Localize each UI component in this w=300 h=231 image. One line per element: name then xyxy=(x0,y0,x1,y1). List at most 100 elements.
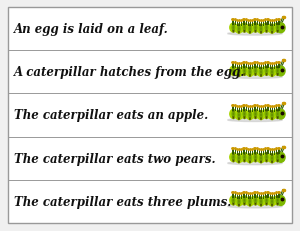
Ellipse shape xyxy=(241,153,248,162)
Ellipse shape xyxy=(235,68,242,77)
Ellipse shape xyxy=(270,200,274,204)
Ellipse shape xyxy=(260,197,262,206)
Ellipse shape xyxy=(263,110,270,119)
Ellipse shape xyxy=(228,205,282,208)
Ellipse shape xyxy=(260,111,262,120)
Ellipse shape xyxy=(241,67,248,76)
Ellipse shape xyxy=(235,111,242,120)
Ellipse shape xyxy=(228,119,282,122)
Ellipse shape xyxy=(274,110,281,119)
Ellipse shape xyxy=(263,153,270,162)
Ellipse shape xyxy=(249,111,251,120)
Ellipse shape xyxy=(244,196,245,205)
Ellipse shape xyxy=(276,26,279,30)
Ellipse shape xyxy=(235,25,242,34)
Ellipse shape xyxy=(255,110,256,119)
Ellipse shape xyxy=(237,156,241,161)
Ellipse shape xyxy=(277,196,285,206)
Ellipse shape xyxy=(232,69,235,73)
Ellipse shape xyxy=(233,110,234,119)
Ellipse shape xyxy=(249,197,251,206)
Ellipse shape xyxy=(265,69,268,73)
Ellipse shape xyxy=(230,67,237,76)
Ellipse shape xyxy=(259,156,263,161)
Ellipse shape xyxy=(237,70,241,75)
Ellipse shape xyxy=(274,67,281,76)
Ellipse shape xyxy=(235,197,242,206)
Ellipse shape xyxy=(270,70,274,75)
Ellipse shape xyxy=(254,112,257,116)
Ellipse shape xyxy=(252,67,259,76)
Ellipse shape xyxy=(259,27,263,31)
Ellipse shape xyxy=(232,26,235,30)
Ellipse shape xyxy=(228,162,282,165)
Ellipse shape xyxy=(248,113,252,118)
Ellipse shape xyxy=(246,25,254,34)
Ellipse shape xyxy=(268,111,276,120)
Ellipse shape xyxy=(265,26,268,30)
Ellipse shape xyxy=(241,24,248,33)
Ellipse shape xyxy=(276,112,279,116)
Ellipse shape xyxy=(276,69,279,73)
Ellipse shape xyxy=(243,26,246,30)
Ellipse shape xyxy=(265,155,268,159)
Ellipse shape xyxy=(277,153,278,162)
Ellipse shape xyxy=(238,197,240,206)
Ellipse shape xyxy=(232,112,235,116)
Text: An egg is laid on a leaf.: An egg is laid on a leaf. xyxy=(14,23,169,36)
Ellipse shape xyxy=(246,68,254,77)
Ellipse shape xyxy=(249,25,251,34)
Ellipse shape xyxy=(257,25,265,34)
Text: The caterpillar eats an apple.: The caterpillar eats an apple. xyxy=(14,109,208,122)
Ellipse shape xyxy=(257,197,265,206)
Ellipse shape xyxy=(238,154,240,163)
Ellipse shape xyxy=(238,25,240,34)
Ellipse shape xyxy=(248,27,252,31)
Ellipse shape xyxy=(254,198,257,202)
Ellipse shape xyxy=(230,196,237,205)
Ellipse shape xyxy=(243,155,246,159)
Ellipse shape xyxy=(230,24,237,33)
Ellipse shape xyxy=(235,154,242,163)
Ellipse shape xyxy=(252,24,259,33)
Ellipse shape xyxy=(252,153,259,162)
Ellipse shape xyxy=(266,110,267,119)
Ellipse shape xyxy=(254,155,257,159)
Ellipse shape xyxy=(274,196,281,205)
Ellipse shape xyxy=(277,24,278,33)
Ellipse shape xyxy=(244,67,245,76)
Ellipse shape xyxy=(265,112,268,116)
Ellipse shape xyxy=(276,198,279,202)
Ellipse shape xyxy=(241,196,248,205)
Ellipse shape xyxy=(249,154,251,163)
Ellipse shape xyxy=(255,153,256,162)
Ellipse shape xyxy=(246,197,254,206)
Ellipse shape xyxy=(243,69,246,73)
Ellipse shape xyxy=(277,67,285,76)
Ellipse shape xyxy=(260,154,262,163)
Ellipse shape xyxy=(274,24,281,33)
Ellipse shape xyxy=(266,153,267,162)
Ellipse shape xyxy=(243,112,246,116)
Ellipse shape xyxy=(271,111,273,120)
Ellipse shape xyxy=(259,200,263,204)
Ellipse shape xyxy=(270,113,274,118)
Text: The caterpillar eats two pears.: The caterpillar eats two pears. xyxy=(14,152,216,165)
Ellipse shape xyxy=(244,153,245,162)
Ellipse shape xyxy=(271,68,273,77)
Ellipse shape xyxy=(248,70,252,75)
Ellipse shape xyxy=(257,68,265,77)
Ellipse shape xyxy=(277,24,285,33)
Ellipse shape xyxy=(233,67,234,76)
Ellipse shape xyxy=(268,68,276,77)
Ellipse shape xyxy=(254,69,257,73)
Ellipse shape xyxy=(233,24,234,33)
Ellipse shape xyxy=(268,197,276,206)
Ellipse shape xyxy=(270,156,274,161)
Text: The caterpillar eats three plums.: The caterpillar eats three plums. xyxy=(14,195,231,208)
Ellipse shape xyxy=(266,196,267,205)
Ellipse shape xyxy=(237,200,241,204)
Ellipse shape xyxy=(230,153,237,162)
Ellipse shape xyxy=(246,111,254,120)
Ellipse shape xyxy=(238,111,240,120)
